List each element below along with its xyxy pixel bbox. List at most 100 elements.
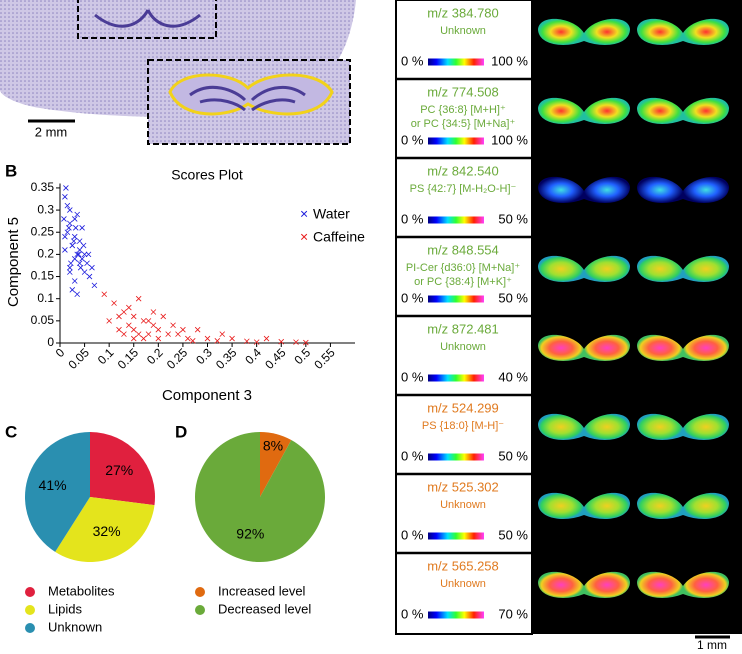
x-tick-label: 0.25 [164, 345, 191, 372]
x-tick-label: 0.2 [144, 345, 166, 367]
msi-image [584, 334, 630, 361]
point [293, 339, 299, 345]
legend-label: Water [313, 206, 350, 222]
point [160, 313, 167, 320]
msi-image [538, 334, 584, 361]
msi-image [683, 255, 729, 282]
msi-image [683, 413, 729, 440]
msi-image [637, 334, 683, 361]
point [121, 309, 127, 315]
ion-annotation: or PC {38:4} [M+K]⁺ [414, 276, 512, 288]
msi-image [683, 18, 729, 45]
point [69, 242, 76, 249]
point [91, 282, 98, 289]
ion-mz: m/z 848.554 [427, 242, 499, 257]
y-axis-label: Component 5 [5, 217, 22, 307]
point [116, 326, 122, 333]
point [74, 211, 80, 218]
point [101, 291, 108, 298]
x-tick-label: 0.3 [193, 345, 215, 367]
colorbar-max: 50 % [498, 527, 528, 542]
point [204, 335, 211, 342]
point [155, 335, 162, 342]
msi-image [538, 255, 584, 282]
pie-slice [194, 432, 325, 562]
point [71, 278, 78, 284]
chart-title: Scores Plot [171, 167, 243, 183]
y-tick-label: 0.2 [37, 247, 54, 261]
point [62, 233, 68, 240]
msi-image [637, 413, 683, 440]
colorbar-min: 0 % [401, 448, 424, 463]
colorbar-max: 40 % [498, 369, 528, 384]
point [244, 338, 250, 345]
point [71, 256, 78, 262]
scale-bar-label: 2 mm [35, 124, 68, 139]
x-tick-label: 0.35 [213, 345, 240, 372]
colorbar-max: 50 % [498, 290, 528, 305]
point [72, 225, 79, 231]
panel-label: D [175, 422, 187, 441]
y-tick-label: 0.15 [31, 269, 55, 283]
colorbar-max: 100 % [491, 132, 528, 147]
y-tick-label: 0.3 [37, 202, 54, 216]
msi-image [584, 18, 630, 45]
msi-image [584, 492, 630, 519]
ion-annotation: Unknown [440, 578, 486, 590]
msi-image-panel [532, 0, 742, 634]
slice-label: 92% [236, 525, 264, 541]
colorbar-max: 100 % [491, 53, 528, 68]
point [219, 331, 226, 337]
legend-label: Decreased level [218, 601, 311, 616]
histology-image [0, 0, 356, 145]
point [67, 264, 73, 271]
msi-image [584, 571, 630, 598]
x-tick-label: 0 [53, 345, 68, 360]
point [67, 220, 73, 227]
point [62, 247, 68, 253]
colorbar [428, 374, 484, 382]
y-tick-label: 0 [47, 335, 54, 349]
slice-label: 41% [39, 477, 67, 493]
colorbar-min: 0 % [401, 132, 424, 147]
msi-image [538, 176, 584, 203]
panel-label: C [5, 422, 17, 441]
point [194, 326, 201, 333]
point [77, 264, 84, 271]
legend-label: Lipids [48, 601, 82, 616]
pie-slice [260, 432, 292, 497]
ion-mz: m/z 842.540 [427, 163, 499, 178]
msi-image [637, 176, 683, 203]
msi-image [683, 492, 729, 519]
colorbar-min: 0 % [401, 53, 424, 68]
point [86, 273, 93, 280]
ion-annotation: PS {42:7} [M-H₂O-H]⁻ [410, 183, 517, 195]
point [74, 251, 80, 258]
legend-swatch [25, 623, 35, 633]
point [170, 322, 176, 329]
point [67, 269, 73, 275]
point [180, 326, 186, 333]
x-axis-label: Component 3 [162, 387, 252, 404]
point [303, 339, 309, 346]
ion-annotation: Unknown [440, 499, 486, 511]
legend-label: Increased level [218, 583, 306, 598]
msi-image [538, 571, 584, 598]
ion-mz: m/z 525.302 [427, 479, 499, 494]
y-tick-label: 0.05 [31, 313, 55, 327]
x-tick-label: 0.05 [66, 345, 93, 372]
point [70, 238, 77, 244]
msi-image [683, 176, 729, 203]
point [135, 295, 142, 302]
point [175, 331, 181, 337]
msi-image [637, 97, 683, 124]
legend-swatch [25, 587, 35, 597]
ion-annotation: PS {18:0} [M-H]⁻ [422, 420, 504, 432]
slice-label: 27% [105, 462, 133, 478]
point [189, 338, 196, 344]
point [106, 318, 112, 324]
colorbar [428, 137, 484, 145]
point [67, 207, 73, 213]
colorbar-min: 0 % [401, 211, 424, 226]
msi-image [584, 413, 630, 440]
